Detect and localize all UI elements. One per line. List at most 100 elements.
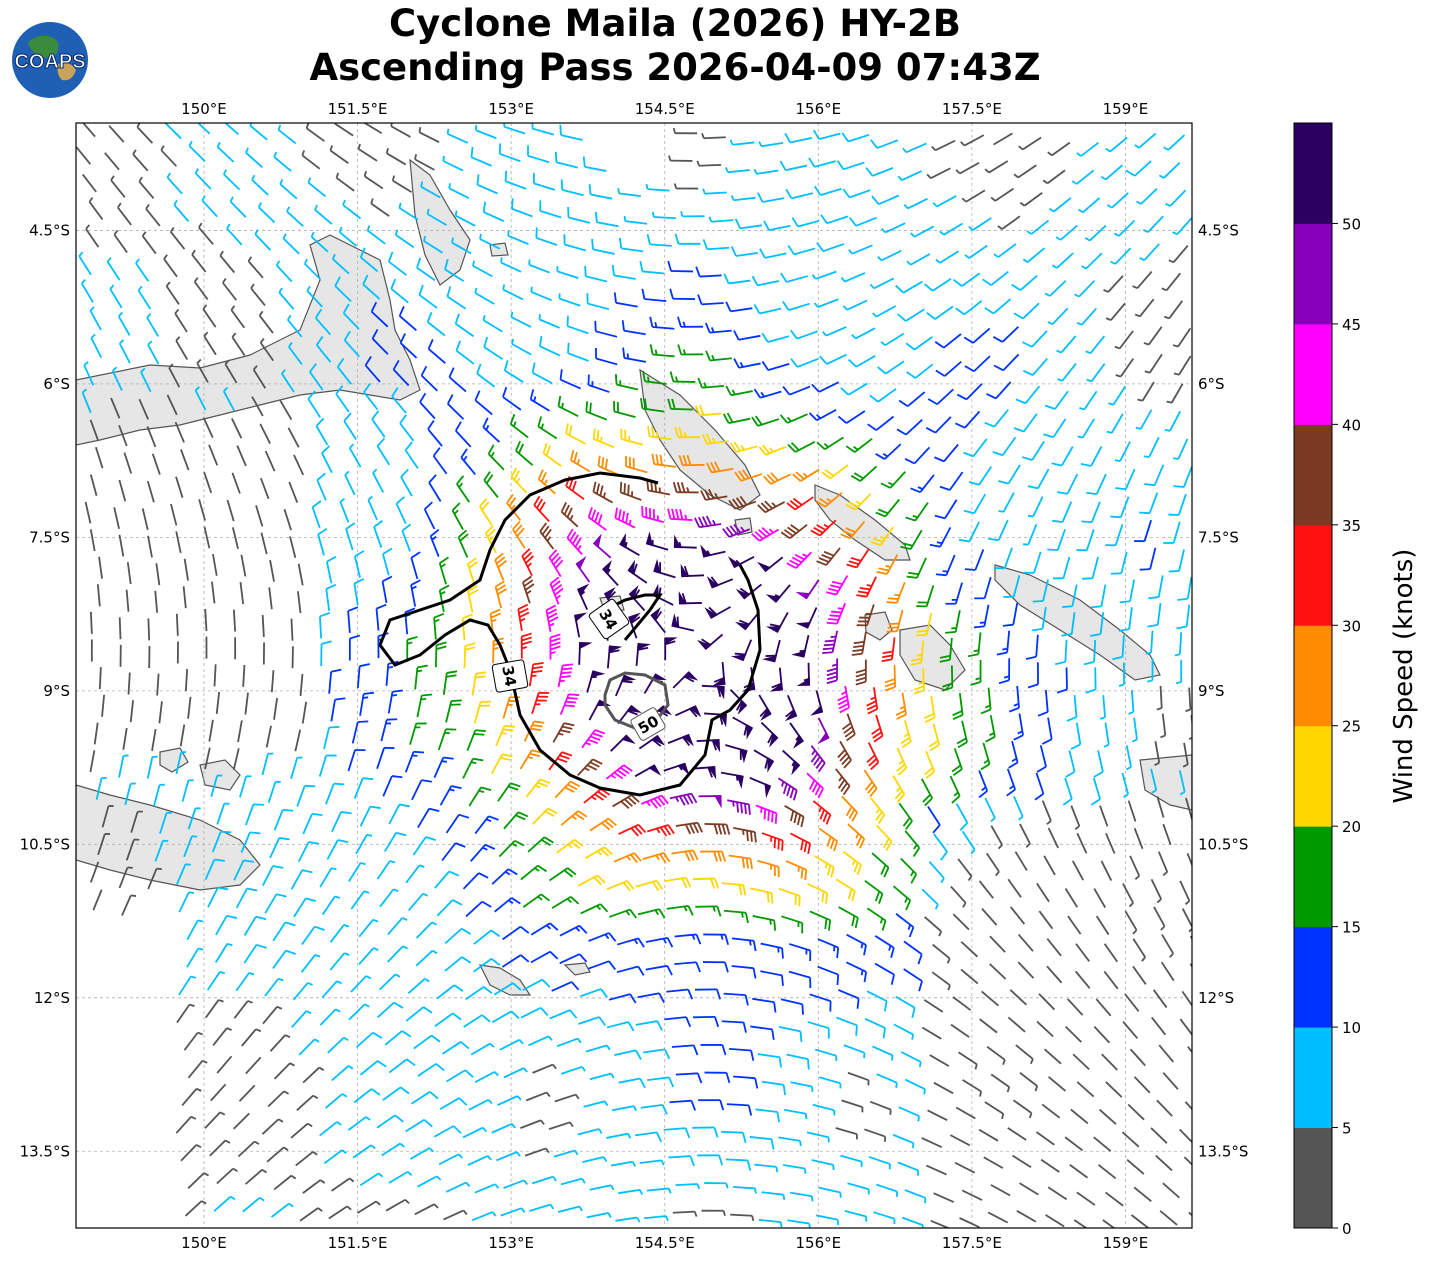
barb-pennant xyxy=(628,612,641,624)
barb-shaft xyxy=(1083,390,1098,410)
wind-barb xyxy=(694,404,722,417)
barb-half-flag xyxy=(317,1207,323,1212)
barb-flag xyxy=(452,1012,462,1021)
wind-barb xyxy=(147,340,160,365)
barb-half-flag xyxy=(448,183,451,189)
barb-shaft xyxy=(202,417,214,439)
wind-barb xyxy=(1097,1164,1117,1180)
barb-flag xyxy=(880,864,887,875)
barb-shaft xyxy=(444,268,465,282)
barb-half-flag xyxy=(363,890,370,894)
barb-shaft xyxy=(272,950,287,969)
barb-half-flag xyxy=(540,423,544,429)
wind-barb xyxy=(363,383,379,411)
barb-half-flag xyxy=(654,349,658,356)
wind-barb xyxy=(137,285,152,310)
lon-tick-label-top: 150°E xyxy=(181,100,227,118)
barb-half-flag xyxy=(1042,179,1048,185)
barb-shaft xyxy=(1019,823,1031,845)
barb-flag xyxy=(896,763,906,772)
barb-shaft xyxy=(326,839,339,860)
barb-shaft xyxy=(206,971,221,991)
barb-shaft xyxy=(674,961,697,966)
barb-shaft xyxy=(328,1205,348,1220)
wind-barb xyxy=(960,941,979,958)
barb-flag xyxy=(758,446,767,456)
barb-half-flag xyxy=(606,568,611,575)
wind-barb xyxy=(982,270,1009,286)
barb-flag xyxy=(996,651,1008,656)
barb-flag xyxy=(901,740,912,748)
barb-shaft xyxy=(928,861,945,879)
wind-barb xyxy=(928,723,941,752)
barb-half-flag xyxy=(112,366,118,372)
barb-half-flag xyxy=(978,1091,983,1097)
barb-flag xyxy=(890,947,895,958)
barb-half-flag xyxy=(1018,145,1024,151)
barb-half-flag xyxy=(165,281,171,287)
barb-shaft xyxy=(1132,938,1146,958)
wind-barb xyxy=(554,780,581,799)
barb-shaft xyxy=(476,183,498,195)
barb-half-flag xyxy=(712,906,716,912)
barb-half-flag xyxy=(229,196,234,202)
wind-barb xyxy=(1161,272,1182,292)
barb-flag xyxy=(634,825,643,835)
wind-barb xyxy=(434,1012,462,1027)
wind-barb xyxy=(864,1128,887,1142)
wind-barb xyxy=(1036,1020,1054,1038)
barb-flag xyxy=(818,557,830,563)
barb-flag xyxy=(347,606,359,612)
barb-half-flag xyxy=(917,486,924,490)
wind-barb xyxy=(570,449,591,473)
barb-shaft xyxy=(1070,612,1076,635)
wind-barb xyxy=(765,584,791,603)
barb-shaft xyxy=(1064,888,1078,908)
wind-barb xyxy=(363,170,384,190)
barb-shaft xyxy=(1089,335,1106,354)
barb-shaft xyxy=(1035,1131,1055,1146)
barb-flag xyxy=(574,812,585,821)
barb-half-flag xyxy=(462,1209,468,1215)
barb-flag xyxy=(741,469,750,479)
barb-flag xyxy=(846,563,857,569)
wind-barb xyxy=(1015,385,1041,405)
wind-barb xyxy=(262,865,284,886)
wind-barb xyxy=(476,174,498,195)
barb-flag xyxy=(597,455,601,467)
wind-barb xyxy=(353,578,365,606)
barb-half-flag xyxy=(362,696,369,699)
wind-barb xyxy=(342,303,360,330)
wind-barb xyxy=(261,752,274,776)
barb-flag xyxy=(777,839,780,850)
barb-flag xyxy=(629,993,637,1004)
barb-shaft xyxy=(245,1056,262,1075)
barb-flag xyxy=(421,779,432,783)
barb-shaft xyxy=(465,900,483,918)
barb-shaft xyxy=(1067,998,1084,1016)
barb-flag xyxy=(613,292,617,303)
wind-barb xyxy=(230,305,246,329)
barb-half-flag xyxy=(194,386,200,392)
barb-half-flag xyxy=(651,211,655,218)
barb-shaft xyxy=(110,397,121,419)
wind-barb xyxy=(589,817,617,832)
barb-shaft xyxy=(211,581,216,604)
wind-barb xyxy=(287,314,303,338)
wind-barb xyxy=(605,764,633,780)
wind-barb xyxy=(697,633,724,651)
barb-half-flag xyxy=(708,216,713,223)
wind-barb xyxy=(1132,938,1146,962)
barb-flag xyxy=(550,645,561,651)
wind-barb xyxy=(319,867,337,888)
barb-half-flag xyxy=(970,849,976,855)
barb-half-flag xyxy=(1174,653,1181,657)
wind-barb xyxy=(1124,993,1140,1012)
barb-half-flag xyxy=(1103,288,1109,293)
wind-barb xyxy=(551,896,580,909)
barb-flag xyxy=(881,920,887,931)
wind-barb xyxy=(595,348,618,366)
wind-barb xyxy=(345,522,356,551)
wind-barb xyxy=(808,408,837,422)
wind-barb xyxy=(251,174,269,196)
